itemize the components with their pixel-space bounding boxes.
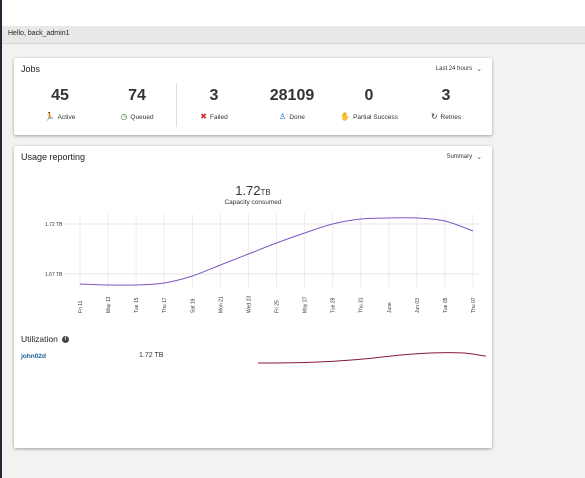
jobs-title: Jobs <box>21 64 41 74</box>
x-tick-label: May 13 <box>106 296 112 313</box>
utilization-title: Utilization <box>21 334 58 344</box>
stat-label: Retries <box>440 113 462 121</box>
report-mode-label: Summary <box>446 154 473 160</box>
stat-value: 74 <box>128 87 146 104</box>
time-range-label: Last 24 hours <box>435 66 473 72</box>
stat-retries[interactable]: 3 ↻ Retries <box>406 87 486 121</box>
running-person-icon: 🏃 <box>44 112 55 121</box>
stat-partial-success[interactable]: 0 ✋ Partial Success <box>329 87 409 121</box>
time-range-select[interactable]: Last 24 hours ⌄ <box>436 65 482 73</box>
chevron-down-icon: ⌄ <box>476 154 482 161</box>
jobs-card: Jobs Last 24 hours ⌄ 45 🏃 Active 74 ◷ Queu… <box>14 58 492 135</box>
stat-label: Queued <box>130 113 154 121</box>
usage-card: Usage reporting Summary ⌄ 1.72TB Capacit… <box>14 146 492 448</box>
error-circle-icon: ✖ <box>200 112 207 121</box>
usage-line-chart: 1.72 TB 1.67 TB Fri 11 May 13 Tue 15 Thu 17 Sa… <box>45 214 479 313</box>
y-tick-label: 1.72 TB <box>45 222 63 228</box>
header-bar: Hello, back_admin1 <box>2 26 585 44</box>
stat-done[interactable]: 28109 ♙ Done <box>252 87 332 121</box>
x-tick-label: Sat 19 <box>190 298 196 313</box>
x-tick-label: Wed 23 <box>246 296 252 313</box>
x-tick-label: Tue 29 <box>331 297 337 313</box>
sparkline-path <box>257 352 487 364</box>
clock-icon: ◷ <box>120 112 128 121</box>
stat-queued[interactable]: 74 ◷ Queued <box>97 87 177 121</box>
stat-failed[interactable]: 3 ✖ Failed <box>174 87 254 121</box>
x-tick-label: June <box>387 302 393 313</box>
stat-label: Partial Success <box>353 113 398 121</box>
capacity-unit: TB <box>260 188 271 197</box>
x-tick-label: Fri 11 <box>78 300 84 313</box>
stats-divider <box>176 83 177 127</box>
chevron-down-icon: ⌄ <box>476 66 482 73</box>
x-tick-label: Thu 17 <box>162 297 168 313</box>
x-tick-label: Tue 05 <box>443 297 449 313</box>
usage-title: Usage reporting <box>21 152 86 162</box>
capacity-label: Capacity consumed <box>224 199 282 206</box>
person-done-icon: ♙ <box>279 112 287 121</box>
capacity-number: 1.72 <box>235 183 261 198</box>
utilization-header: Utilization i <box>21 334 69 344</box>
x-tick-label: Thu 31 <box>359 297 365 313</box>
x-tick-label: Mon 21 <box>218 296 224 313</box>
x-tick-label: Thu 07 <box>471 297 477 313</box>
greeting: Hello, back_admin1 <box>8 30 70 37</box>
x-tick-label: Tue 15 <box>134 297 140 313</box>
utilization-user-link[interactable]: john02d <box>21 353 46 360</box>
x-tick-label: Jun 03 <box>415 298 421 313</box>
stat-value: 3 <box>209 87 219 104</box>
series-line <box>79 217 474 286</box>
hand-icon: ✋ <box>340 112 351 121</box>
stat-value: 28109 <box>269 87 315 104</box>
x-tick-label: May 27 <box>303 296 309 313</box>
stat-value: 3 <box>441 87 451 104</box>
report-mode-select[interactable]: Summary ⌄ <box>446 153 482 161</box>
top-blank <box>2 0 585 26</box>
stat-label: Active <box>57 113 76 121</box>
capacity-value: 1.72TB <box>14 183 492 198</box>
stat-label: Failed <box>209 113 228 121</box>
y-tick-label: 1.67 TB <box>45 272 63 278</box>
left-edge <box>0 0 2 478</box>
info-icon[interactable]: i <box>61 335 69 343</box>
retry-icon: ↻ <box>430 112 438 121</box>
stat-label: Done <box>289 113 305 121</box>
stat-value: 0 <box>364 87 374 104</box>
x-tick-label: Fri 25 <box>275 300 281 313</box>
stat-active[interactable]: 45 🏃 Active <box>20 87 100 121</box>
utilization-value: 1.72 TB <box>139 352 164 359</box>
stat-value: 45 <box>51 87 69 104</box>
